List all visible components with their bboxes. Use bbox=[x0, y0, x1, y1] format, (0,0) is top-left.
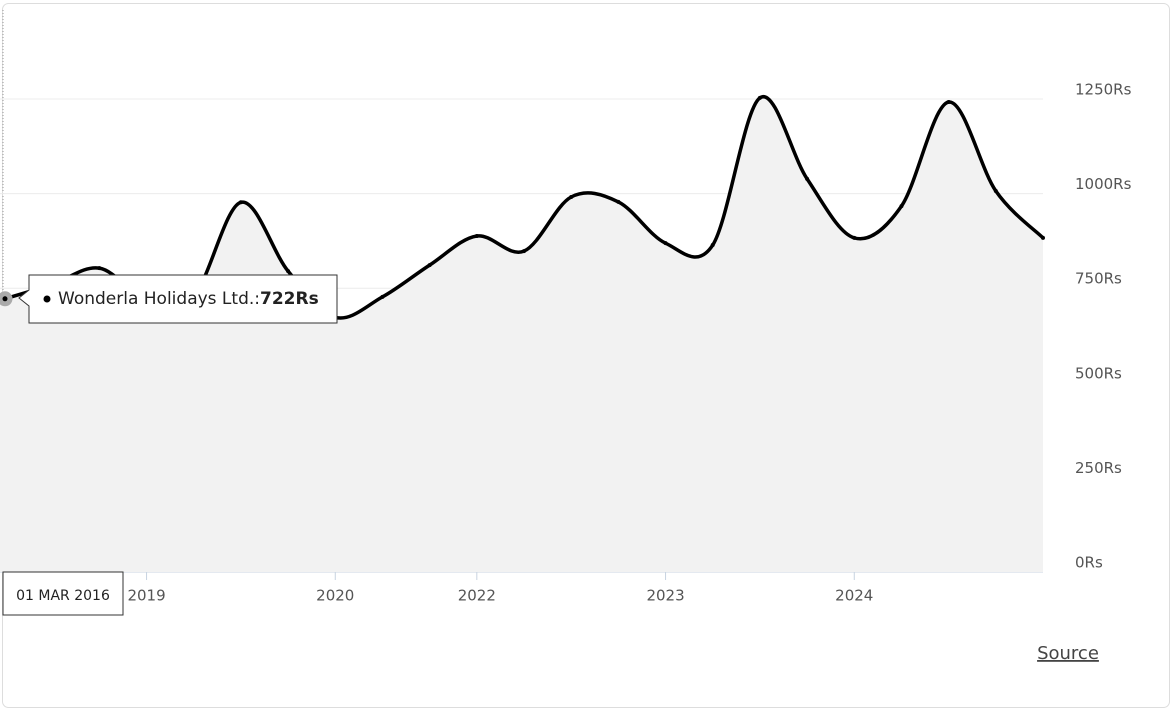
x-tick-label: 2022 bbox=[458, 587, 496, 605]
y-tick-label: 0Rs bbox=[1075, 554, 1103, 572]
point bbox=[663, 241, 668, 246]
point bbox=[616, 199, 621, 204]
x-tick-label: 2024 bbox=[835, 587, 873, 605]
y-tick-label: 250Rs bbox=[1075, 459, 1122, 477]
y-tick-label: 500Rs bbox=[1075, 364, 1122, 382]
y-tick-label: 1000Rs bbox=[1075, 175, 1132, 193]
tooltip-value: 722Rs bbox=[260, 289, 319, 309]
point bbox=[710, 243, 715, 248]
point bbox=[522, 249, 526, 254]
y-tick-label: 1250Rs bbox=[1075, 81, 1132, 99]
y-tick-label: 750Rs bbox=[1075, 270, 1122, 288]
point bbox=[805, 176, 810, 181]
hover-marker bbox=[0, 291, 13, 307]
date-label: 01 MAR 2016 bbox=[16, 588, 110, 604]
x-tick-label: 2023 bbox=[646, 587, 684, 605]
point bbox=[757, 95, 762, 100]
point bbox=[899, 204, 904, 209]
area bbox=[0, 96, 1043, 573]
x-tick-label: 2020 bbox=[316, 587, 354, 605]
tooltip-text: Wonderla Holidays Ltd.:722Rs bbox=[58, 289, 319, 309]
tooltip-label: Wonderla Holidays Ltd.: bbox=[58, 289, 260, 309]
point bbox=[380, 294, 385, 299]
point bbox=[852, 235, 857, 240]
point bbox=[1041, 235, 1045, 240]
point bbox=[97, 266, 102, 271]
tooltip-box bbox=[18, 274, 338, 324]
point bbox=[286, 269, 291, 274]
point bbox=[993, 188, 998, 193]
point bbox=[238, 200, 243, 205]
point bbox=[569, 195, 574, 200]
date-box bbox=[2, 571, 124, 616]
point bbox=[427, 263, 432, 268]
tooltip-dot bbox=[43, 295, 51, 303]
point bbox=[946, 100, 951, 105]
x-tick-label: 2019 bbox=[127, 587, 165, 605]
tooltip: Wonderla Holidays Ltd.:722Rs bbox=[18, 274, 338, 324]
source-link[interactable]: Source bbox=[1037, 643, 1099, 664]
point bbox=[474, 233, 479, 238]
